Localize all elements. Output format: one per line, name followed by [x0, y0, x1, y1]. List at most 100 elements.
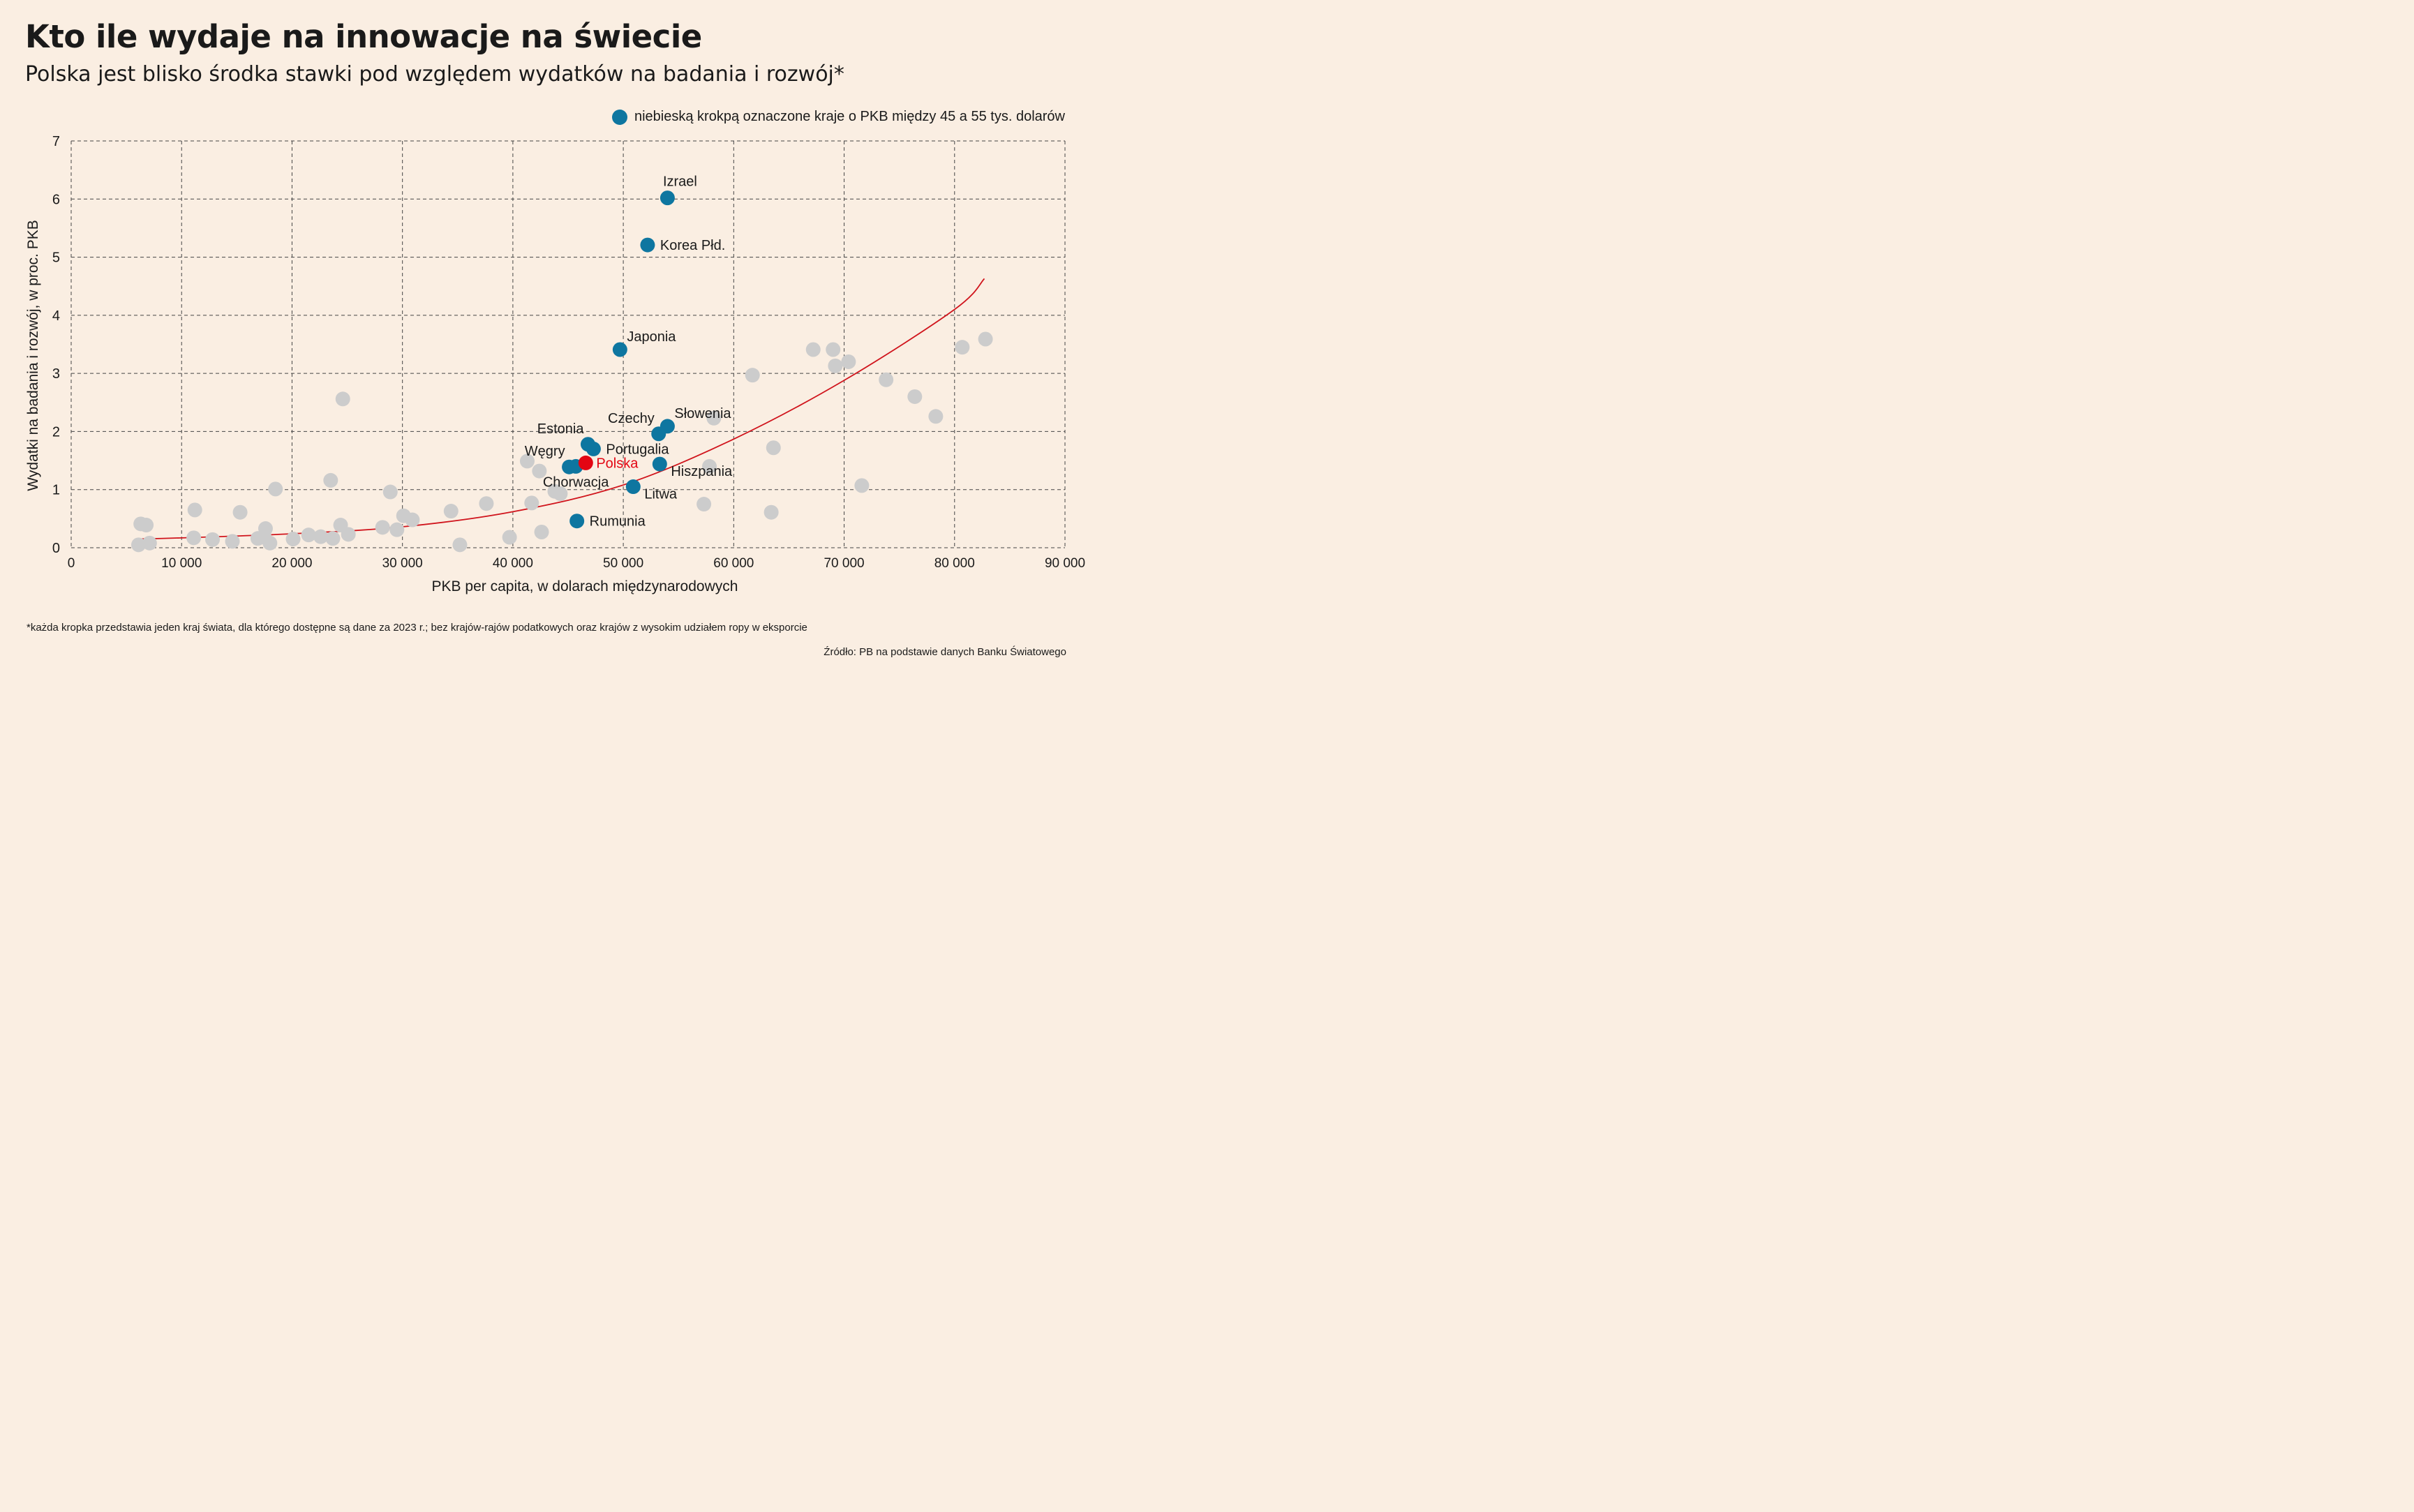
legend-dot-icon	[611, 109, 627, 125]
point-label: Hiszpania	[671, 464, 733, 479]
data-point-other	[323, 472, 338, 488]
data-point-other	[262, 535, 278, 551]
point-label: Słowenia	[674, 406, 731, 421]
point-label: Japonia	[627, 329, 676, 345]
data-point-other	[702, 458, 717, 474]
data-point-other	[335, 391, 350, 407]
data-point-other	[978, 331, 993, 347]
data-point-portugalia	[586, 441, 601, 456]
data-point-japonia	[612, 342, 627, 357]
point-label: Estonia	[537, 421, 585, 437]
x-tick-label: 0	[68, 556, 75, 571]
scatter-chart: 0 10 000 20 000 30 000 40 000 50 000 60 000 70 …	[25, 134, 1085, 594]
data-point-other	[187, 502, 202, 518]
chart-subtitle: Polska jest blisko środka stawki pod wzg…	[25, 62, 844, 87]
x-tick-label: 50 000	[603, 556, 643, 571]
data-point-korea-płd-	[640, 237, 655, 253]
data-point-other	[706, 410, 722, 426]
data-point-other	[139, 518, 154, 533]
data-point-other	[382, 484, 398, 500]
data-point-other	[268, 481, 283, 497]
point-label: Litwa	[644, 487, 678, 502]
data-point-other	[854, 478, 870, 493]
point-label: Izrael	[663, 174, 697, 190]
data-point-hiszpania	[652, 456, 667, 472]
point-label: Rumunia	[590, 514, 646, 530]
data-point-other	[452, 537, 468, 553]
data-point-other	[841, 354, 856, 369]
x-tick-label: 80 000	[934, 556, 975, 571]
y-tick-label: 2	[52, 424, 60, 440]
data-point-other	[879, 372, 894, 387]
point-label: Portugalia	[606, 442, 669, 457]
data-point-other	[907, 389, 923, 404]
data-point-other	[225, 534, 240, 549]
data-point-other	[519, 454, 535, 469]
data-point-other	[532, 463, 547, 479]
x-tick-label: 30 000	[382, 556, 423, 571]
data-point-other	[443, 504, 459, 519]
data-point-rumunia	[569, 514, 585, 529]
data-point-other	[258, 521, 273, 537]
y-tick-label: 3	[52, 366, 60, 382]
data-point-other	[186, 530, 202, 546]
x-tick-label: 90 000	[1045, 556, 1085, 571]
data-point-other	[534, 525, 549, 540]
data-point-other	[205, 532, 221, 547]
x-tick-label: 60 000	[713, 556, 754, 571]
y-tick-label: 5	[52, 250, 60, 266]
source-note: Źródło: PB na podstawie danych Banku Świ…	[824, 646, 1066, 658]
data-point-other	[696, 497, 712, 512]
data-point-other	[313, 529, 329, 544]
axis-labels: PKB per capita, w dolarach międzynarodow…	[25, 220, 738, 594]
data-point-other	[389, 522, 405, 537]
data-point-other	[763, 504, 779, 520]
points-highlighted	[562, 190, 675, 529]
data-point-other	[828, 358, 843, 373]
data-point-other	[553, 486, 568, 502]
data-point-other	[142, 535, 157, 551]
data-point-izrael	[660, 190, 675, 206]
point-labels: Izrael Korea Płd. Japonia Słowenia Czechy Est…	[525, 174, 733, 530]
data-point-other	[766, 440, 781, 456]
data-point-other	[928, 409, 944, 424]
data-point-other	[301, 527, 316, 543]
chart-title: Kto ile wydaje na innowacje na świecie	[25, 18, 702, 55]
x-tick-label: 40 000	[493, 556, 533, 571]
data-point-other	[502, 530, 517, 545]
x-axis-label: PKB per capita, w dolarach międzynarodow…	[432, 578, 738, 594]
x-tick-label: 20 000	[271, 556, 312, 571]
x-tick-label: 70 000	[824, 556, 864, 571]
data-point-other	[745, 368, 760, 383]
y-tick-label: 6	[52, 192, 60, 207]
data-point-other	[405, 512, 420, 527]
data-point-other	[375, 520, 390, 535]
data-point-other	[955, 340, 970, 355]
data-point-other	[285, 532, 301, 547]
data-point-other	[325, 531, 341, 546]
data-point-other	[524, 495, 539, 511]
point-label: Węgry	[525, 444, 565, 459]
y-axis-label: Wydatki na badania i rozwój, w proc. PKB	[25, 220, 41, 491]
data-point-other	[131, 537, 147, 553]
footnote: *każda kropka przedstawia jeden kraj świ…	[27, 622, 807, 634]
y-tick-label: 0	[52, 541, 60, 556]
point-label: Chorwacja	[543, 474, 609, 490]
data-point-polska	[578, 455, 593, 470]
grid: 0 10 000 20 000 30 000 40 000 50 000 60 000 70 …	[52, 134, 1085, 571]
y-tick-label: 4	[52, 308, 60, 324]
legend: niebieską krokpą oznaczone kraje o PKB m…	[611, 109, 1065, 125]
y-tick-label: 1	[52, 483, 60, 498]
data-point-other	[805, 342, 821, 357]
x-tick-label: 10 000	[161, 556, 202, 571]
data-point-other	[341, 527, 356, 542]
data-point-czechy	[651, 426, 666, 442]
points-other	[131, 331, 993, 553]
data-point-other	[479, 496, 494, 511]
point-label-polska: Polska	[596, 456, 639, 471]
data-point-litwa	[625, 479, 641, 495]
legend-label: niebieską krokpą oznaczone kraje o PKB m…	[634, 109, 1065, 124]
data-point-other	[826, 342, 841, 357]
point-label: Korea Płd.	[660, 238, 725, 253]
point-label: Czechy	[608, 411, 655, 426]
